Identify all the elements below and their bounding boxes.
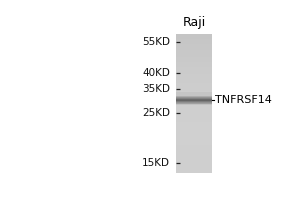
Bar (176, 164, 212, 166)
Bar (176, 53, 212, 55)
Bar (176, 46, 212, 48)
Bar (176, 114, 212, 115)
Bar (176, 37, 212, 39)
Bar (176, 150, 212, 152)
Bar (176, 77, 212, 79)
Bar (176, 143, 212, 145)
Bar (176, 79, 212, 81)
Bar (176, 141, 212, 143)
Bar (176, 57, 212, 58)
Bar (176, 155, 212, 157)
Bar (176, 98, 212, 99)
Bar (176, 100, 212, 101)
Bar (176, 98, 212, 100)
Bar (176, 119, 212, 121)
Bar (176, 34, 212, 36)
Bar (176, 92, 212, 96)
Bar (176, 41, 212, 43)
Bar (176, 162, 212, 164)
Bar (176, 169, 212, 171)
Bar (176, 171, 212, 173)
Bar (176, 65, 212, 67)
Bar (176, 83, 212, 84)
Bar (176, 154, 212, 155)
Text: 40KD: 40KD (142, 68, 170, 78)
Bar (176, 63, 212, 65)
Bar (176, 157, 212, 159)
Bar (176, 70, 212, 72)
Bar (176, 60, 212, 62)
Bar (176, 102, 212, 103)
Bar (176, 109, 212, 110)
Bar (176, 115, 212, 117)
Bar (176, 133, 212, 134)
Bar (176, 131, 212, 133)
Bar (176, 39, 212, 41)
Bar (176, 126, 212, 128)
Bar (176, 55, 212, 57)
Bar (176, 48, 212, 50)
Text: 35KD: 35KD (142, 84, 170, 94)
Bar (176, 166, 212, 167)
Bar (176, 74, 212, 76)
Bar (176, 140, 212, 141)
Bar (176, 102, 212, 105)
Bar (176, 93, 212, 95)
Bar (176, 121, 212, 122)
Bar (176, 36, 212, 37)
Bar (176, 95, 212, 96)
Bar (176, 67, 212, 69)
Bar (176, 96, 212, 98)
Bar (176, 69, 212, 70)
Bar (176, 117, 212, 119)
Bar (176, 96, 212, 97)
Bar (176, 110, 212, 112)
Bar (176, 101, 212, 102)
Bar (176, 136, 212, 138)
Text: 15KD: 15KD (142, 158, 170, 168)
Bar (176, 152, 212, 154)
Bar (176, 89, 212, 91)
Bar (176, 51, 212, 53)
Text: Raji: Raji (183, 16, 206, 29)
Bar (176, 103, 212, 105)
Bar (176, 107, 212, 109)
Bar (176, 129, 212, 131)
Bar (176, 97, 212, 98)
Bar (176, 103, 212, 104)
Text: 25KD: 25KD (142, 108, 170, 118)
Bar (176, 100, 212, 102)
Text: 55KD: 55KD (142, 37, 170, 47)
Bar (176, 84, 212, 86)
Bar (176, 112, 212, 114)
Text: TNFRSF14: TNFRSF14 (215, 95, 272, 105)
Bar (176, 86, 212, 88)
Bar (176, 145, 212, 147)
Bar (176, 50, 212, 51)
Bar (176, 102, 212, 103)
Bar (176, 122, 212, 124)
Bar (176, 160, 212, 162)
Bar (176, 44, 212, 46)
Bar (176, 58, 212, 60)
Bar (176, 72, 212, 74)
Bar (176, 88, 212, 89)
Bar (176, 147, 212, 148)
Bar (176, 138, 212, 140)
Bar (176, 105, 212, 107)
Bar (176, 81, 212, 83)
Bar (176, 43, 212, 44)
Bar (176, 159, 212, 160)
Bar (176, 148, 212, 150)
Bar (176, 167, 212, 169)
Bar (176, 128, 212, 129)
Bar (176, 99, 212, 100)
Bar (176, 62, 212, 63)
Bar (176, 76, 212, 77)
Bar (176, 134, 212, 136)
Bar (176, 124, 212, 126)
Bar (176, 91, 212, 93)
